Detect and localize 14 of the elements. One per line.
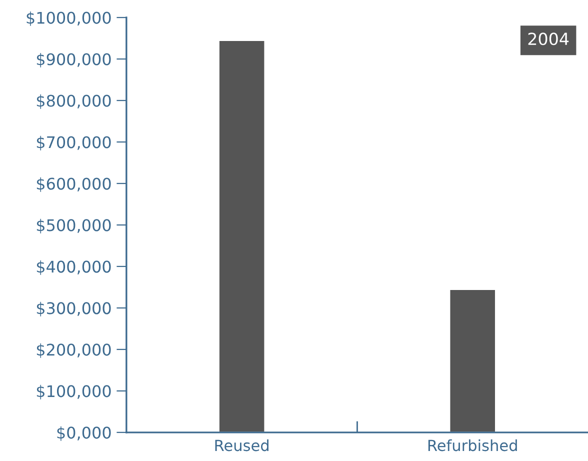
y-tick-label: $300,000 <box>36 302 111 316</box>
x-tick-label: Reused <box>215 439 268 452</box>
y-tick-label: $900,000 <box>36 52 111 68</box>
y-tick-label: $0,000 <box>57 426 111 441</box>
y-tick-label: $700,000 <box>36 136 111 150</box>
text: 2004 <box>528 32 569 46</box>
y-tick-label: $600,000 <box>36 177 111 192</box>
x-tick-label: Refurbished <box>428 439 517 452</box>
y-tick-label: $800,000 <box>36 94 111 109</box>
y-tick-label: $100,000 <box>36 384 111 400</box>
y-tick-label: $500,000 <box>36 218 111 234</box>
y-tick-label: $400,000 <box>36 260 111 275</box>
y-tick-label: $1000,000 <box>26 11 111 26</box>
y-tick-label: $200,000 <box>36 343 111 358</box>
